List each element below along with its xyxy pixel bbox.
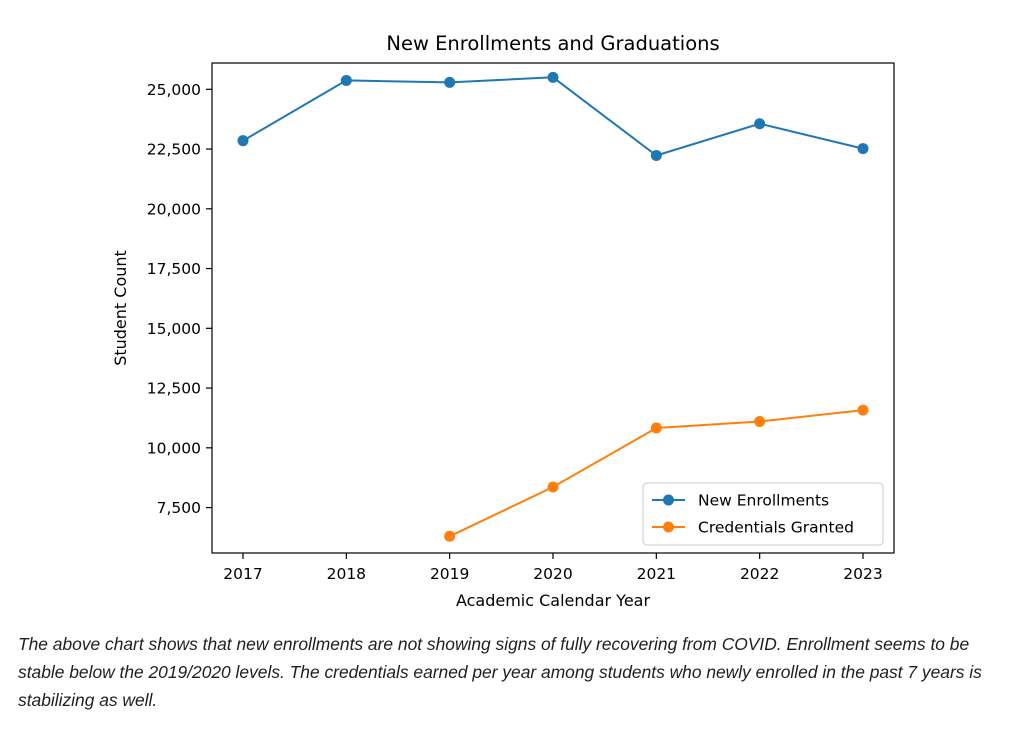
series-layer	[237, 71, 869, 542]
x-tick-label: 2020	[533, 565, 572, 583]
x-tick-label: 2023	[843, 565, 882, 583]
data-point-new-enrollments	[444, 76, 456, 88]
x-tick-label: 2018	[327, 565, 366, 583]
data-point-credentials-granted	[754, 416, 766, 428]
x-tick-label: 2019	[430, 565, 469, 583]
data-point-new-enrollments	[857, 143, 869, 155]
data-point-new-enrollments	[754, 118, 766, 130]
data-point-credentials-granted	[857, 404, 869, 416]
legend-item-credentials-granted: Credentials Granted	[652, 519, 854, 537]
legend-item-new-enrollments: New Enrollments	[652, 492, 829, 510]
y-tick-label: 17,500	[147, 260, 201, 278]
series-line-new-enrollments	[242, 76, 864, 157]
series-new-enrollments	[237, 71, 869, 162]
data-point-credentials-granted	[444, 530, 456, 542]
x-axis: 2017 2018 2019 2020 2021 2022 2023	[223, 553, 883, 583]
legend: New Enrollments Credentials Granted	[642, 482, 884, 546]
data-point-credentials-granted	[547, 481, 559, 493]
plot-area	[211, 62, 895, 554]
x-tick-label: 2022	[740, 565, 779, 583]
data-point-new-enrollments	[237, 135, 249, 147]
x-axis-label: Academic Calendar Year	[456, 591, 651, 610]
x-tick-label: 2017	[223, 565, 262, 583]
y-tick-label: 15,000	[147, 320, 201, 338]
y-tick-label: 22,500	[147, 141, 201, 159]
legend-label: New Enrollments	[698, 492, 829, 510]
legend-box	[642, 482, 884, 546]
legend-label: Credentials Granted	[698, 519, 854, 537]
y-tick-label: 7,500	[157, 499, 201, 517]
legend-swatch-marker	[663, 494, 674, 506]
y-axis-label: Student Count	[111, 250, 130, 366]
x-tick-label: 2021	[637, 565, 676, 583]
y-tick-label: 20,000	[147, 200, 201, 218]
chart-caption: The above chart shows that new enrollmen…	[18, 634, 982, 710]
legend-swatch-marker	[663, 521, 674, 533]
data-point-credentials-granted	[650, 422, 662, 434]
chart-title: New Enrollments and Graduations	[386, 32, 719, 55]
legend-entries: New Enrollments Credentials Granted	[652, 492, 854, 537]
data-point-new-enrollments	[340, 74, 352, 86]
line-chart: New Enrollments and Graduations 7,500 10,…	[111, 32, 895, 610]
y-tick-label: 25,000	[147, 81, 201, 99]
series-credentials-granted	[444, 404, 869, 542]
data-point-new-enrollments	[650, 150, 662, 162]
y-tick-label: 12,500	[147, 380, 201, 398]
y-tick-label: 10,000	[147, 439, 201, 457]
data-point-new-enrollments	[547, 71, 559, 83]
y-axis: 7,500 10,000 12,500 15,000 17,500 20,000 22,50…	[147, 81, 212, 517]
